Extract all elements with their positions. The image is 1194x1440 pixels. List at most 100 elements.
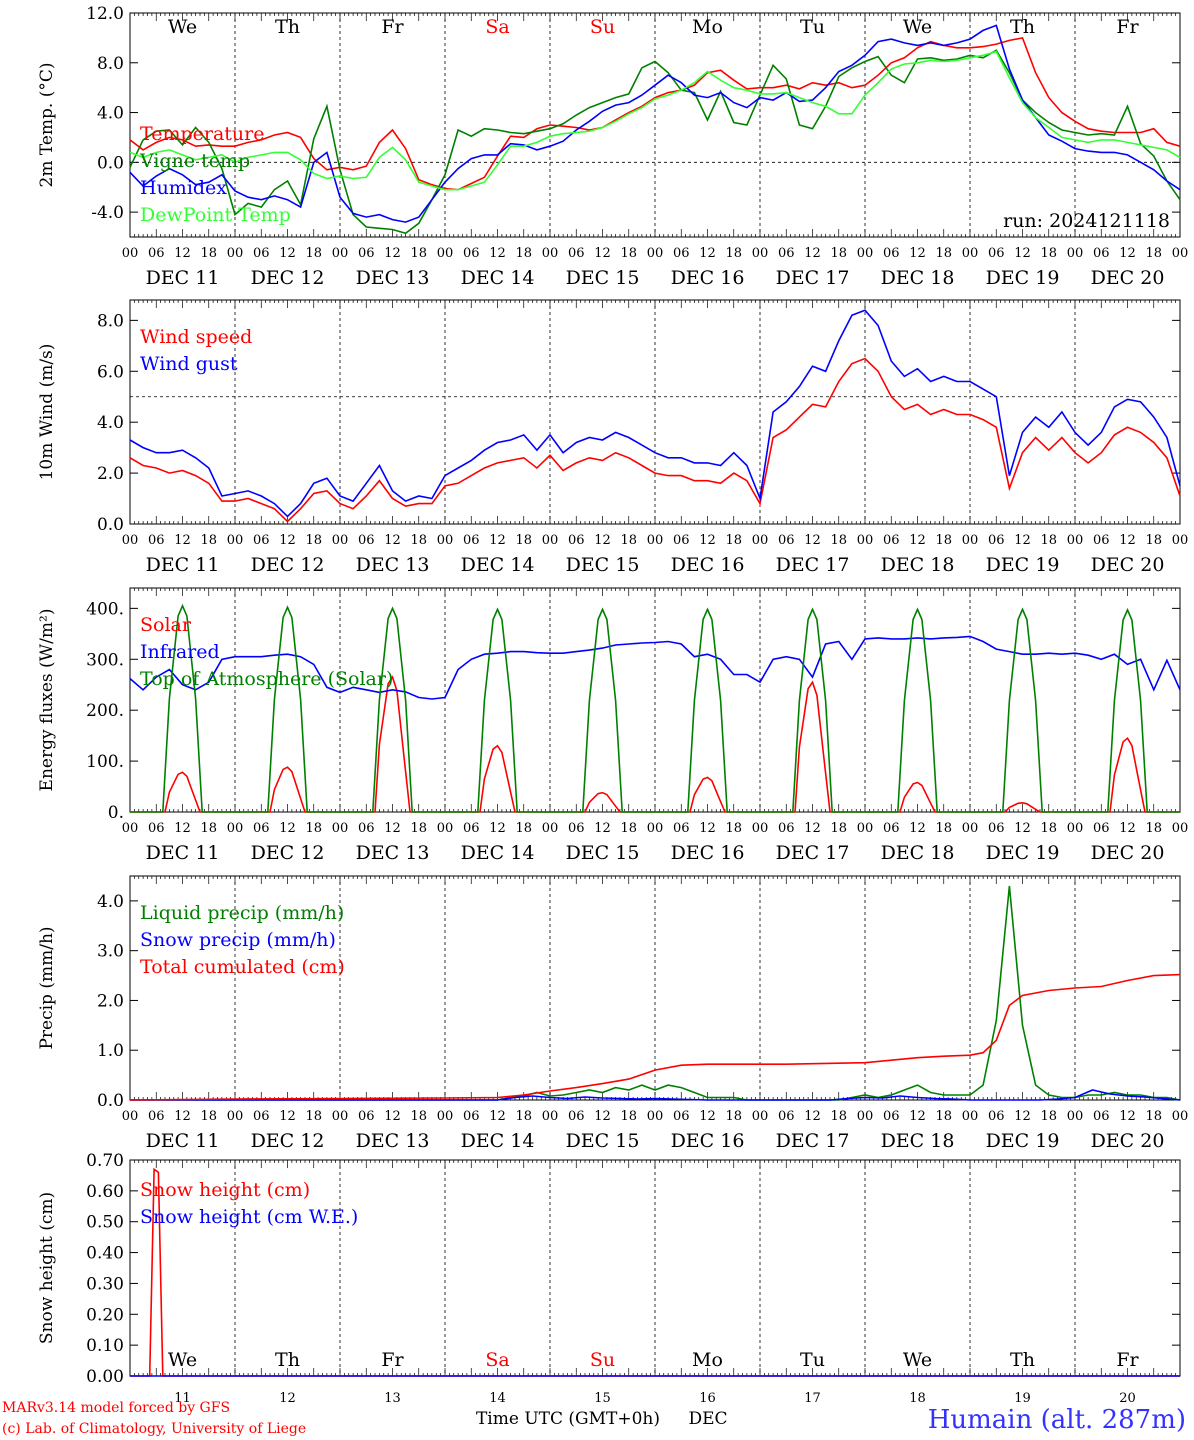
x-hour-label: 12: [174, 533, 191, 548]
x-date-label: DEC 19: [986, 1130, 1060, 1152]
weekday-label: Fr: [1116, 1349, 1139, 1371]
series-line-snow-precip-mm-h-: [130, 1089, 1181, 1101]
series-line-wind-speed: [129, 357, 1181, 523]
x-hour-label: 18: [305, 246, 322, 261]
y-axis-label: Precip (mm/h): [37, 926, 57, 1049]
x-hour-label: 12: [909, 246, 926, 261]
x-hour-label: 00: [1067, 821, 1084, 836]
x-hour-label: 18: [410, 533, 427, 548]
x-date-label: DEC 18: [881, 842, 955, 864]
x-hour-label: 06: [673, 821, 690, 836]
x-hour-label: 00: [332, 533, 349, 548]
x-hour-label: 00: [437, 246, 454, 261]
x-hour-label: 00: [647, 821, 664, 836]
y-tick-label: 100.: [86, 752, 124, 772]
x-hour-label: 00: [647, 533, 664, 548]
series-line-humidex: [129, 24, 1181, 223]
y-tick-label: 8.0: [97, 54, 124, 74]
legend-entry: Infrared: [140, 641, 220, 663]
x-hour-label: 06: [673, 533, 690, 548]
x-date-label: DEC 12: [251, 554, 325, 576]
x-day-number: 16: [699, 1391, 716, 1406]
x-date-label: DEC 18: [881, 267, 955, 289]
series-line-wind-gust: [129, 309, 1181, 518]
weekday-label: Fr: [1116, 16, 1139, 38]
x-hour-label: 18: [935, 246, 952, 261]
x-date-label: DEC 19: [986, 267, 1060, 289]
x-hour-label: 12: [699, 533, 716, 548]
panel-precip: 0.0 1.0 2.0 3.0 4.0 Precip (mm/h) 00 06 12 18 00 06…: [37, 875, 1188, 1152]
x-hour-label: 00: [752, 1109, 769, 1124]
legend-entry: Humidex: [140, 177, 227, 199]
x-hour-label: 12: [489, 821, 506, 836]
x-date-label: DEC 17: [776, 554, 850, 576]
x-hour-label: 18: [1040, 1109, 1057, 1124]
x-hour-label: 06: [778, 821, 795, 836]
x-hour-label: 12: [699, 1109, 716, 1124]
y-tick-label: 2.0: [97, 991, 124, 1011]
x-date-label: DEC 11: [146, 1130, 220, 1152]
x-date-label: DEC 12: [251, 267, 325, 289]
x-hour-label: 06: [1093, 821, 1110, 836]
y-tick-label: 0.00: [86, 1367, 124, 1387]
x-hour-label: 06: [358, 533, 375, 548]
weekday-label: Th: [1010, 1349, 1035, 1371]
legend-entry: Solar: [140, 614, 192, 636]
x-date-label: DEC 15: [566, 842, 640, 864]
x-hour-label: 06: [778, 1109, 795, 1124]
y-tick-label: -4.0: [91, 203, 124, 223]
x-hour-label: 18: [620, 246, 637, 261]
x-hour-label: 06: [358, 246, 375, 261]
x-hour-label: 06: [988, 1109, 1005, 1124]
x-date-label: DEC 15: [566, 1130, 640, 1152]
x-hour-label: 18: [1145, 821, 1162, 836]
x-hour-label: 00: [1067, 246, 1084, 261]
x-day-number: 12: [279, 1391, 296, 1406]
x-hour-label: 06: [148, 821, 165, 836]
x-day-number: 17: [804, 1391, 821, 1406]
x-hour-label: 12: [1014, 246, 1031, 261]
x-hour-label: 06: [883, 821, 900, 836]
x-hour-label: 06: [568, 533, 585, 548]
x-hour-label: 00: [857, 246, 874, 261]
x-hour-label: 18: [1040, 821, 1057, 836]
x-hour-label: 06: [358, 821, 375, 836]
y-tick-label: 0.40: [86, 1244, 124, 1264]
x-hour-label: 00: [437, 1109, 454, 1124]
x-hour-label: 06: [1093, 246, 1110, 261]
x-hour-label: 00: [227, 533, 244, 548]
x-hour-label: 12: [699, 246, 716, 261]
x-hour-label: 00: [857, 1109, 874, 1124]
x-date-label: DEC 17: [776, 842, 850, 864]
x-hour-label: 12: [384, 1109, 401, 1124]
x-hour-label: 18: [1040, 246, 1057, 261]
x-date-label: DEC 11: [146, 267, 220, 289]
x-hour-label: 00: [1067, 1109, 1084, 1124]
x-date-label: DEC 14: [461, 267, 535, 289]
x-hour-label: 00: [857, 821, 874, 836]
x-hour-label: 12: [279, 1109, 296, 1124]
x-day-number: 20: [1119, 1391, 1136, 1406]
x-hour-label: 12: [174, 246, 191, 261]
y-tick-label: 300.: [86, 650, 124, 670]
x-hour-label: 06: [778, 533, 795, 548]
x-hour-label: 18: [725, 1109, 742, 1124]
x-date-label: DEC 16: [671, 554, 745, 576]
plot-frame: [129, 299, 1181, 525]
x-hour-label: 18: [515, 246, 532, 261]
credits-line-2: (c) Lab. of Climatology, University of L…: [2, 1421, 306, 1437]
x-hour-label: 00: [332, 246, 349, 261]
x-day-number: 11: [174, 1391, 191, 1406]
run-label: run: 2024121118: [1003, 210, 1170, 232]
x-date-label: DEC 12: [251, 842, 325, 864]
x-hour-label: 12: [174, 821, 191, 836]
x-hour-label: 18: [200, 533, 217, 548]
series-line-infrared: [129, 635, 1181, 700]
x-hour-label: 06: [883, 1109, 900, 1124]
x-hour-label: 00: [962, 246, 979, 261]
x-hour-label: 18: [830, 533, 847, 548]
x-hour-label: 06: [988, 533, 1005, 548]
weekday-label: We: [903, 16, 932, 38]
x-hour-label: 06: [883, 533, 900, 548]
x-hour-label: 18: [935, 1109, 952, 1124]
